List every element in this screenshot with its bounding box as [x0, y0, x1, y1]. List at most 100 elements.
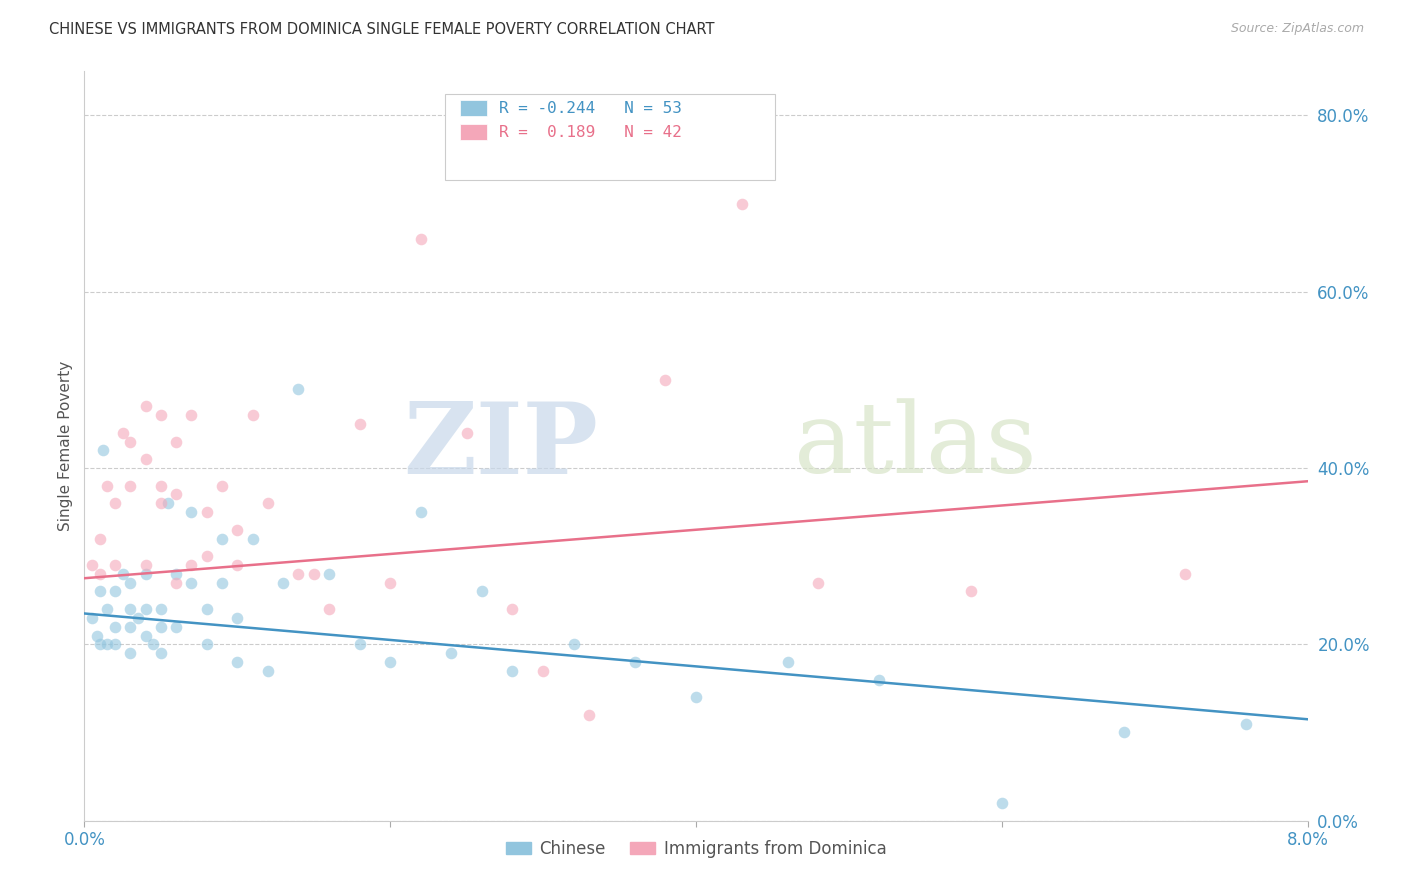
Point — [257, 664, 280, 678]
Point — [149, 408, 172, 422]
Point — [242, 408, 264, 422]
Point — [86, 628, 108, 642]
Point — [180, 575, 202, 590]
Point — [1236, 716, 1258, 731]
Point — [80, 611, 103, 625]
Point — [578, 707, 600, 722]
Point — [960, 584, 983, 599]
Point — [271, 575, 294, 590]
Point — [287, 382, 309, 396]
Point — [440, 646, 463, 660]
Point — [120, 478, 142, 492]
Point — [135, 452, 157, 467]
Point — [685, 690, 707, 705]
Point — [211, 532, 233, 546]
Point — [409, 232, 432, 246]
Point — [654, 373, 676, 387]
Point — [456, 425, 478, 440]
Text: atlas: atlas — [794, 398, 1036, 494]
Point — [226, 558, 249, 572]
Point — [226, 655, 249, 669]
Point — [89, 532, 111, 546]
Point — [104, 620, 127, 634]
Text: R = -0.244   N = 53: R = -0.244 N = 53 — [499, 101, 682, 116]
Point — [135, 400, 157, 414]
Point — [89, 584, 111, 599]
Point — [195, 602, 218, 616]
Point — [807, 575, 830, 590]
Point — [111, 425, 134, 440]
Point — [96, 478, 118, 492]
Point — [380, 655, 402, 669]
Point — [135, 602, 157, 616]
Point — [776, 655, 799, 669]
FancyBboxPatch shape — [460, 124, 486, 140]
Point — [91, 443, 114, 458]
Point — [96, 637, 118, 651]
Point — [120, 620, 142, 634]
Point — [165, 620, 187, 634]
Point — [96, 602, 118, 616]
Point — [318, 602, 340, 616]
Text: R =  0.189   N = 42: R = 0.189 N = 42 — [499, 125, 682, 139]
Point — [142, 637, 165, 651]
Point — [502, 664, 524, 678]
Point — [104, 558, 127, 572]
Point — [135, 566, 157, 581]
Point — [211, 478, 233, 492]
Point — [149, 646, 172, 660]
Text: Source: ZipAtlas.com: Source: ZipAtlas.com — [1230, 22, 1364, 36]
Text: ZIP: ZIP — [404, 398, 598, 494]
Point — [149, 478, 172, 492]
Point — [165, 566, 187, 581]
FancyBboxPatch shape — [446, 94, 776, 180]
Text: CHINESE VS IMMIGRANTS FROM DOMINICA SINGLE FEMALE POVERTY CORRELATION CHART: CHINESE VS IMMIGRANTS FROM DOMINICA SING… — [49, 22, 714, 37]
Point — [149, 620, 172, 634]
Point — [104, 637, 127, 651]
Point — [180, 558, 202, 572]
Point — [562, 637, 585, 651]
Point — [89, 637, 111, 651]
Point — [318, 566, 340, 581]
Point — [104, 496, 127, 510]
Point — [1174, 566, 1197, 581]
Point — [80, 558, 103, 572]
Point — [120, 575, 142, 590]
Point — [157, 496, 180, 510]
Point — [127, 611, 149, 625]
Point — [302, 566, 325, 581]
Point — [195, 549, 218, 564]
Point — [89, 566, 111, 581]
Point — [287, 566, 309, 581]
Point — [531, 664, 554, 678]
Point — [242, 532, 264, 546]
FancyBboxPatch shape — [460, 100, 486, 116]
Legend: Chinese, Immigrants from Dominica: Chinese, Immigrants from Dominica — [499, 833, 893, 864]
Point — [869, 673, 891, 687]
Point — [120, 602, 142, 616]
Point — [471, 584, 494, 599]
Point — [1114, 725, 1136, 739]
Point — [135, 558, 157, 572]
Point — [211, 575, 233, 590]
Point — [165, 487, 187, 501]
Point — [180, 408, 202, 422]
Point — [226, 523, 249, 537]
Point — [349, 417, 371, 431]
Point — [195, 637, 218, 651]
Point — [120, 646, 142, 660]
Point — [195, 505, 218, 519]
Point — [624, 655, 647, 669]
Point — [991, 796, 1014, 810]
Point — [502, 602, 524, 616]
Point — [180, 505, 202, 519]
Point — [135, 628, 157, 642]
Point — [165, 434, 187, 449]
Point — [380, 575, 402, 590]
Point — [120, 434, 142, 449]
Point — [731, 196, 754, 211]
Point — [149, 496, 172, 510]
Point — [409, 505, 432, 519]
Point — [149, 602, 172, 616]
Point — [165, 575, 187, 590]
